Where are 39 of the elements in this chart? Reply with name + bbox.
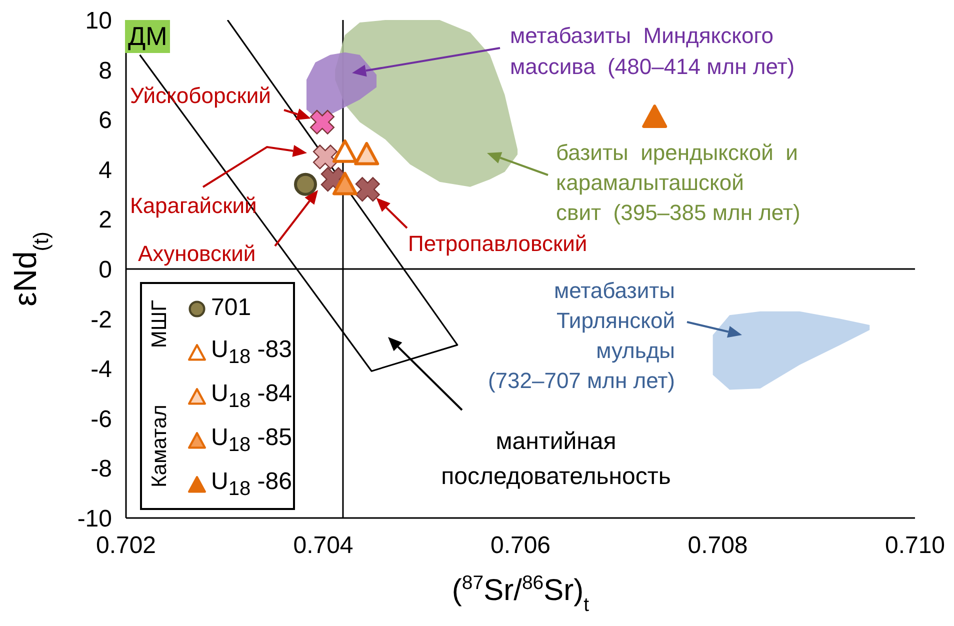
annotation: базиты ирендыкской и карамалыташской свит (395–385 млн лет) <box>556 139 800 227</box>
y-tick-label: 6 <box>98 107 112 134</box>
x-tick-label: 0.706 <box>490 532 551 560</box>
point <box>312 144 338 170</box>
y-tick-label: 4 <box>98 156 112 184</box>
annotation: мантийная последовательность <box>440 427 672 492</box>
legend-label: U$_{18}$ -85 <box>211 424 292 456</box>
annotation: ДМ <box>125 20 170 54</box>
y-tick-label: -10 <box>77 506 112 533</box>
y-tick-label: 10 <box>85 8 112 35</box>
annotation: Каматал <box>148 404 172 488</box>
x-axis-title: ($^{87}$Sr/$^{86}$Sr)$_{t}$ <box>452 572 590 616</box>
y-tick-label: 0 <box>98 256 112 284</box>
annotation: метабазиты Миндякского массива (480–414 млн лет) <box>510 22 795 81</box>
y-tick-label: -8 <box>90 456 112 483</box>
legend-label: U$_{18}$ -84 <box>211 380 292 412</box>
annotation: МШГ <box>148 300 172 348</box>
y-tick-label: 2 <box>98 206 112 234</box>
y-tick-label: -6 <box>90 406 112 433</box>
point <box>332 139 358 163</box>
point <box>332 172 358 196</box>
y-tick-label: -2 <box>90 306 112 334</box>
point <box>310 110 335 134</box>
annotation: Петропавловский <box>408 231 588 258</box>
point <box>294 172 317 196</box>
legend-label: 701 <box>211 294 252 322</box>
annotation: метабазиты Тирлянской мульды (732–707 млн лет) <box>486 277 675 395</box>
legend-label: U$_{18}$ -83 <box>211 336 292 368</box>
x-tick-label: 0.710 <box>884 532 946 560</box>
point <box>642 104 668 128</box>
x-tick-label: 0.702 <box>96 532 156 560</box>
point <box>355 177 380 202</box>
legend-label: U$_{18}$ -86 <box>211 468 292 500</box>
x-tick-label: 0.704 <box>293 532 354 560</box>
point <box>354 142 380 166</box>
annotation: Ахуновский <box>138 241 256 268</box>
y-tick-label: -4 <box>90 356 112 384</box>
y-tick-label: 8 <box>98 57 112 84</box>
x-tick-label: 0.708 <box>688 532 748 560</box>
